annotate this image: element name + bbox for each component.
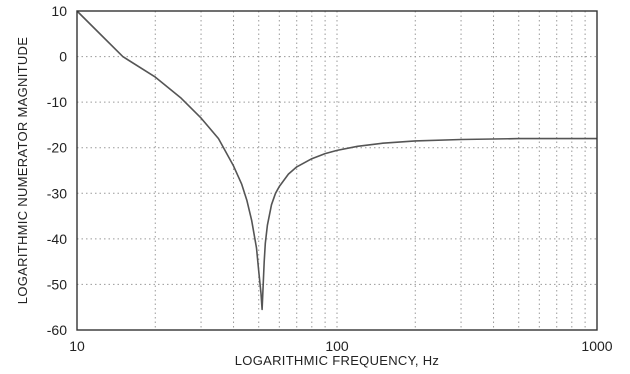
y-tick-label: -60 [47,322,67,338]
plot-frame [76,10,598,331]
y-tick-labels: 10 0 -10 -20 -30 -40 -50 -60 [47,3,67,338]
y-tick-label: -20 [47,140,67,156]
y-tick-label: 0 [59,49,67,65]
y-tick-label: -30 [47,185,67,201]
series-line [76,10,597,311]
x-tick-label: 1000 [581,338,612,354]
y-tick-label: -10 [47,94,67,110]
curve-layer [76,10,597,311]
y-tick-label: -50 [47,276,67,292]
y-tick-label: 10 [51,3,67,19]
x-axis-title: LOGARITHMIC FREQUENCY, Hz [235,353,439,368]
y-axis-title: LOGARITHMIC NUMERATOR MAGNITUDE [15,37,30,304]
x-tick-label: 100 [325,338,349,354]
x-tick-labels: 10 100 1000 [69,338,613,354]
x-tick-label: 10 [69,338,85,354]
grid [77,11,597,330]
y-tick-label: -40 [47,231,67,247]
